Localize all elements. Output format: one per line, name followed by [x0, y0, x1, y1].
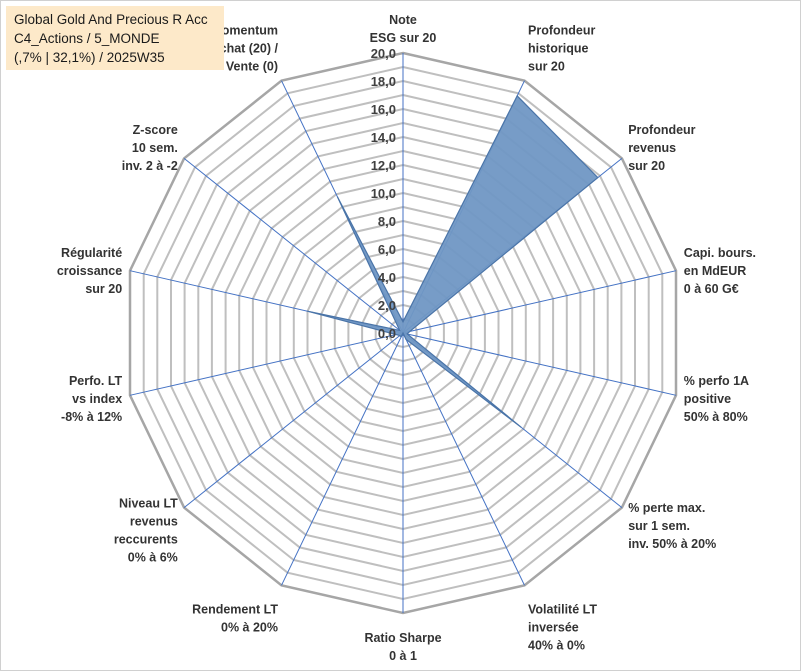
axis-spoke	[129, 332, 404, 396]
axis-label: Note ESG sur 20	[370, 13, 437, 45]
tick-label: 6,0	[378, 242, 396, 257]
radar-series	[307, 94, 599, 428]
axis-label: Profondeur revenus sur 20	[628, 123, 695, 173]
axis-label: Volatilité LT inversée 40% à 0%	[528, 603, 597, 653]
axis-spoke	[183, 158, 404, 334]
tick-label: 14,0	[371, 130, 396, 145]
radar-axis-labels: Note ESG sur 20 Profondeur historique sur 20…	[57, 13, 756, 663]
tick-label: 12,0	[371, 158, 396, 173]
tick-label: 18,0	[371, 74, 396, 89]
axis-label: % perte max. sur 1 sem. inv. 50% à 20%	[628, 501, 716, 551]
chart-title-box: Global Gold And Precious R Acc C4_Action…	[6, 6, 224, 70]
axis-label: Z-score 10 sem. inv. 2 à -2	[122, 123, 178, 173]
axis-label: Rendement LT 0% à 20%	[192, 603, 278, 635]
tick-label: 0,0	[378, 326, 396, 341]
tick-label: 10,0	[371, 186, 396, 201]
axis-spoke	[281, 332, 404, 586]
axis-spoke	[402, 332, 677, 396]
axis-label: Momentum Achat (20) / Vente (0)	[211, 24, 279, 74]
axis-spoke	[402, 332, 525, 586]
axis-spoke	[402, 270, 677, 334]
axis-label: Profondeur historique sur 20	[528, 24, 595, 74]
tick-label: 4,0	[378, 270, 396, 285]
axis-spoke	[183, 332, 404, 508]
tick-label: 8,0	[378, 214, 396, 229]
axis-label: Ratio Sharpe 0 à 1	[364, 631, 441, 663]
chart-title-line-3: (,7% | 32,1%) / 2025W35	[14, 50, 165, 65]
axis-label: % perfo 1A positive 50% à 80%	[684, 374, 749, 424]
tick-label: 20,0	[371, 46, 396, 61]
tick-label: 2,0	[378, 298, 396, 313]
series-area	[307, 94, 599, 428]
axis-label: Perfo. LT vs index -8% à 12%	[61, 374, 123, 424]
radar-tick-labels: 0,0 2,0 4,0 6,0 8,0 10,0 12,0 14,0 16,0 18,0 20,0	[371, 46, 396, 341]
chart-title-line-2: C4_Actions / 5_MONDE	[14, 31, 160, 46]
chart-title-line-1: Global Gold And Precious R Acc	[14, 12, 208, 27]
axis-label: Niveau LT revenus reccurents 0% à 6%	[114, 497, 178, 565]
axis-label: Capi. bours. en MdEUR 0 à 60 G€	[684, 246, 756, 296]
axis-label: Régularité croissance sur 20	[57, 246, 122, 296]
tick-label: 16,0	[371, 102, 396, 117]
